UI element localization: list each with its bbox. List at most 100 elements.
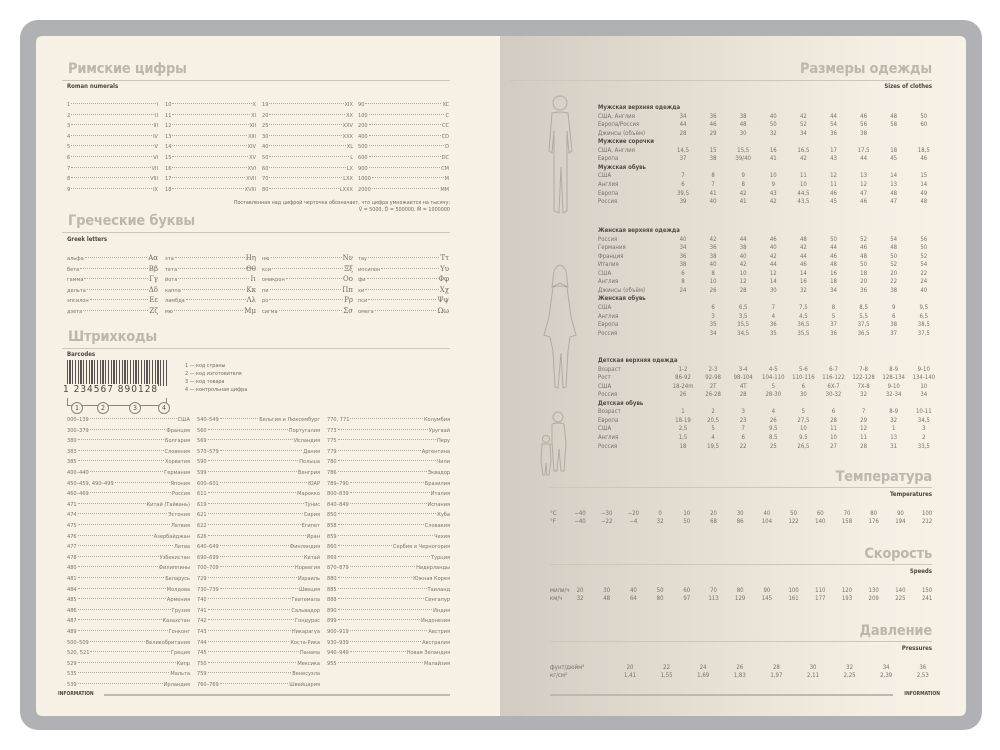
- item-value: Сингапур: [424, 597, 450, 604]
- dot-leader: [368, 145, 445, 147]
- row-label: мили/ч: [550, 587, 570, 594]
- size-cell: 36: [769, 321, 777, 329]
- item-value: Германия: [164, 470, 190, 476]
- item-value: Иран: [306, 533, 320, 540]
- list-item: 385 Хорватия: [67, 457, 190, 467]
- dot-leader: [269, 187, 339, 189]
- item-value: XXV: [342, 123, 353, 130]
- item-term: 487: [67, 618, 77, 625]
- item-value: Узбекистан: [159, 554, 190, 561]
- size-cell: 48: [739, 121, 747, 129]
- size-cell: 6: [891, 312, 896, 320]
- value-cell: 40: [763, 510, 771, 517]
- dot-leader: [337, 513, 437, 515]
- item-value: Бразилия: [424, 480, 450, 487]
- row-label: Европа: [598, 189, 619, 197]
- size-cell: 40: [920, 286, 928, 294]
- item-term: 475: [67, 523, 77, 529]
- size-cell: 58: [890, 121, 898, 129]
- item-value: Мальта: [170, 671, 190, 678]
- list-item: 730–739 Швеция: [197, 585, 320, 595]
- value-cell: 177: [815, 595, 826, 602]
- list-item: 740 Гватемала: [197, 595, 320, 605]
- size-cell: 30: [739, 129, 747, 137]
- size-cell: 15,5: [737, 146, 750, 154]
- size-cell: 26: [769, 416, 777, 424]
- dot-leader: [371, 187, 440, 189]
- size-cell: 39/40: [735, 155, 751, 163]
- dot-leader: [349, 640, 422, 642]
- item-value: XL: [346, 144, 353, 151]
- list-item: 780 Чили: [327, 457, 450, 467]
- item-value: США: [177, 417, 190, 423]
- item-term: 955: [327, 660, 337, 667]
- size-cell: 1: [681, 408, 685, 416]
- dot-leader: [77, 661, 176, 663]
- list-item: 15 XV: [165, 153, 256, 163]
- list-item: альфа Αα: [67, 253, 158, 263]
- row-label: °C: [550, 510, 557, 517]
- size-cell: 46: [830, 252, 837, 260]
- value-cell: 193: [841, 595, 853, 602]
- value-cell: −40: [574, 518, 586, 525]
- dot-leader: [337, 661, 424, 663]
- size-cell: 16: [769, 146, 777, 154]
- size-cell: 6,5: [738, 303, 748, 311]
- size-cell: 37: [890, 329, 898, 337]
- list-item: 481 Беларусь: [67, 574, 190, 584]
- item-value: Испания: [427, 501, 451, 508]
- item-term: эпсилон: [67, 298, 89, 305]
- size-cell: 46: [860, 198, 868, 206]
- size-cell: 46: [769, 235, 777, 243]
- roman-note: Поставленная над цифрой черточка обознач…: [234, 200, 450, 214]
- item-term: 786: [327, 470, 337, 476]
- size-cell: 4: [711, 433, 715, 441]
- item-value: Панама: [299, 650, 320, 657]
- list-item: 900 CM: [358, 164, 449, 174]
- size-cell: 28: [739, 286, 747, 294]
- item-value: Ψψ: [437, 296, 449, 305]
- value-cell: 26: [736, 664, 744, 671]
- value-cell: 194: [895, 518, 906, 525]
- item-term: 900: [358, 165, 368, 172]
- item-value: Грузия: [171, 607, 190, 614]
- size-cell: 42: [739, 189, 747, 197]
- item-value: III: [153, 123, 158, 130]
- list-item: 890 Индия: [327, 606, 450, 616]
- size-cell: 34: [709, 329, 717, 337]
- size-cell: 52: [799, 121, 807, 129]
- item-term: 900–919: [327, 629, 349, 635]
- size-cell: 7: [771, 303, 776, 311]
- size-cell: 34: [679, 244, 687, 252]
- list-item: 626 Иран: [197, 532, 320, 542]
- list-item: 940–949 Новая Зеландия: [327, 648, 450, 658]
- item-term: 476: [67, 533, 77, 540]
- item-term: омега: [358, 309, 374, 315]
- item-value: Οο: [343, 275, 353, 284]
- item-term: 626: [197, 533, 207, 540]
- item-value: Уругвай: [428, 427, 450, 434]
- dot-leader: [285, 278, 343, 280]
- size-cell: 38: [890, 321, 898, 329]
- item-term: 599: [197, 470, 207, 476]
- dot-leader: [269, 145, 346, 147]
- list-item: 100 C: [358, 111, 449, 121]
- size-cell: 14: [890, 172, 898, 180]
- size-cell: 6: [711, 303, 715, 311]
- size-cell: 9.5: [799, 433, 808, 441]
- item-term: 775: [327, 438, 337, 445]
- size-cell: 39,5: [676, 189, 690, 197]
- value-cell: 104: [761, 518, 773, 525]
- item-value: Гондурас: [295, 618, 320, 625]
- marker-circle: 2: [97, 402, 109, 414]
- value-cell: 30: [603, 587, 611, 594]
- size-cell: 5,5: [859, 312, 868, 320]
- size-cell: 2-3: [708, 365, 718, 373]
- size-cell: 3: [922, 425, 926, 433]
- value-cell: 30: [736, 510, 744, 517]
- size-cell: 9,5: [769, 425, 778, 433]
- size-cell: 30-32: [825, 391, 842, 399]
- item-term: 18: [165, 186, 172, 193]
- item-value: Аргентина: [421, 448, 450, 455]
- list-item: каппа Κκ: [165, 285, 256, 295]
